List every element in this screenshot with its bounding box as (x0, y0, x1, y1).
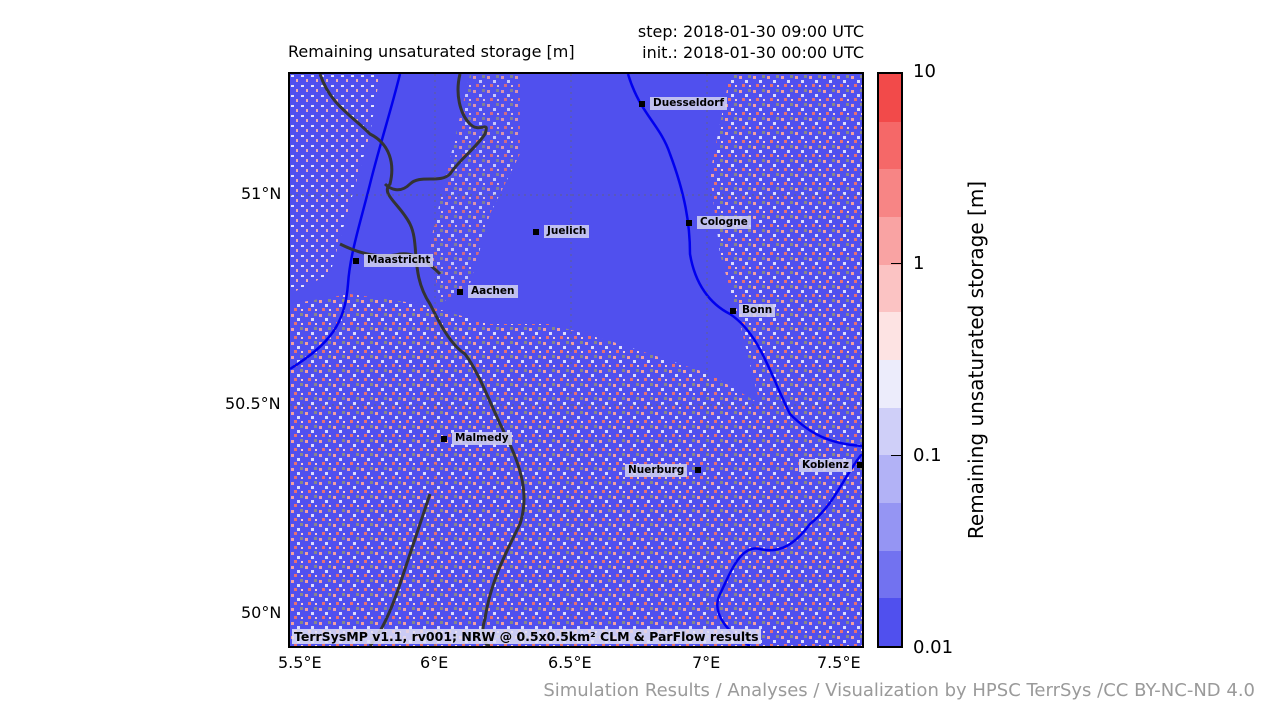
city-label-maastricht[interactable]: Maastricht (364, 254, 434, 267)
city-label-aachen[interactable]: Aachen (468, 285, 518, 298)
colorbar-segment (879, 550, 901, 599)
map-canvas (290, 74, 862, 646)
timestamp-block: step: 2018-01-30 09:00 UTC init.: 2018-0… (638, 21, 864, 63)
colorbar-label: Remaining unsaturated storage [m] (964, 180, 988, 540)
colorbar-segment (879, 169, 901, 218)
lat-tick-50: 50°N (241, 603, 282, 622)
city-dot-duesseldorf (639, 101, 645, 107)
river-maas (290, 74, 402, 371)
city-dot-nuerburg (695, 467, 701, 473)
city-dot-koblenz (857, 462, 863, 468)
city-dot-bonn (730, 308, 736, 314)
colorbar-segment (879, 360, 901, 408)
river-mosel (716, 453, 862, 646)
colorbar-tick-1: 1 (913, 253, 925, 274)
city-label-malmedy[interactable]: Malmedy (452, 432, 512, 445)
city-label-juelich[interactable]: Juelich (544, 225, 590, 238)
lat-tick-50-5: 50.5°N (225, 394, 281, 413)
colorbar-segment (879, 312, 901, 361)
city-label-koblenz[interactable]: Koblenz (799, 459, 852, 472)
colorbar-segment (879, 121, 901, 170)
colorbar (877, 72, 903, 648)
colorbar-tickmark-0-1 (891, 455, 903, 456)
lat-tick-51: 51°N (241, 184, 282, 203)
init-time: init.: 2018-01-30 00:00 UTC (642, 43, 864, 62)
colorbar-segment (879, 598, 901, 646)
city-dot-malmedy (441, 436, 447, 442)
city-label-bonn[interactable]: Bonn (739, 304, 776, 317)
terrain-west-ridge (430, 74, 520, 304)
lon-tick-6-5: 6.5°E (548, 653, 592, 672)
colorbar-tick-0-01: 0.01 (913, 637, 954, 658)
border-de-nl (383, 74, 488, 192)
city-dot-cologne (686, 220, 692, 226)
city-dot-juelich (533, 229, 539, 235)
step-time: step: 2018-01-30 09:00 UTC (637, 22, 864, 41)
colorbar-segment (879, 503, 901, 551)
colorbar-tick-0-1: 0.1 (913, 445, 942, 466)
terrain-south (290, 294, 862, 646)
map-panel[interactable] (288, 72, 864, 648)
lon-tick-5-5: 5.5°E (278, 653, 322, 672)
colorbar-segment (879, 217, 901, 265)
lon-tick-7: 7°E (692, 653, 721, 672)
terrain-east (710, 74, 862, 454)
map-title: Remaining unsaturated storage [m] (288, 42, 575, 61)
colorbar-segment (879, 407, 901, 456)
river-rhine (626, 74, 862, 448)
colorbar-segment (879, 264, 901, 313)
city-label-cologne[interactable]: Cologne (697, 216, 751, 229)
colorbar-tick-10: 10 (913, 61, 936, 82)
colorbar-segment (879, 74, 901, 122)
city-dot-aachen (457, 289, 463, 295)
credit-text: Simulation Results / Analyses / Visualiz… (543, 680, 1255, 701)
city-label-duesseldorf[interactable]: Duesseldorf (650, 97, 728, 110)
lon-tick-7-5: 7.5°E (817, 653, 861, 672)
colorbar-stack (879, 74, 901, 646)
colorbar-segment (879, 455, 901, 504)
terrain-northwest (290, 74, 380, 294)
border-de-be (318, 74, 526, 646)
colorbar-tickmark-1 (891, 263, 903, 264)
city-label-nuerburg[interactable]: Nuerburg (625, 464, 688, 477)
city-dot-maastricht (353, 258, 359, 264)
lon-tick-6: 6°E (420, 653, 449, 672)
model-info-text: TerrSysMP v1.1, rv001; NRW @ 0.5x0.5km² … (292, 629, 761, 644)
